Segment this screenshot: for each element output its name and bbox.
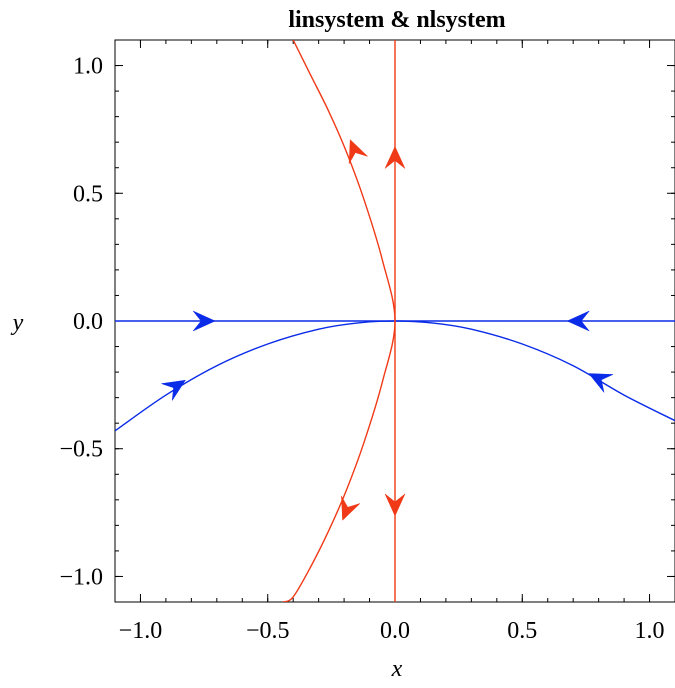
trajectory-arrow — [161, 379, 186, 401]
series-layer — [115, 40, 675, 602]
chart-title: linsystem & nlsystem — [288, 7, 505, 33]
x-tick-labels: −1.0 −0.5 0.0 0.5 1.0 — [119, 618, 665, 644]
x-tick-label: 1.0 — [635, 618, 665, 644]
trajectory-arrow — [384, 493, 406, 517]
y-axis-title: y — [11, 310, 24, 336]
y-tick-label: −1.0 — [59, 564, 103, 590]
x-tick-label: −1.0 — [119, 618, 163, 644]
arrow-layer — [161, 139, 614, 521]
trajectory-line — [282, 40, 396, 602]
major-ticks — [115, 40, 675, 602]
trajectory-arrow — [348, 139, 368, 164]
y-tick-label: −0.5 — [59, 437, 103, 463]
plot-area — [114, 39, 675, 603]
x-axis-title: x — [391, 656, 403, 682]
y-tick-label: 1.0 — [73, 54, 103, 80]
x-tick-label: 0.5 — [507, 618, 537, 644]
y-tick-labels: −1.0 −0.5 0.0 0.5 1.0 — [59, 54, 103, 591]
x-tick-label: −0.5 — [246, 618, 290, 644]
y-tick-label: 0.0 — [73, 309, 103, 335]
x-tick-label: 0.0 — [380, 618, 410, 644]
trajectory-arrow — [588, 373, 614, 393]
trajectory-arrow — [341, 495, 361, 521]
trajectory-arrow — [566, 310, 590, 332]
trajectory-arrow — [192, 310, 216, 332]
y-tick-label: 0.5 — [73, 181, 103, 207]
trajectory-arrow — [384, 145, 406, 169]
